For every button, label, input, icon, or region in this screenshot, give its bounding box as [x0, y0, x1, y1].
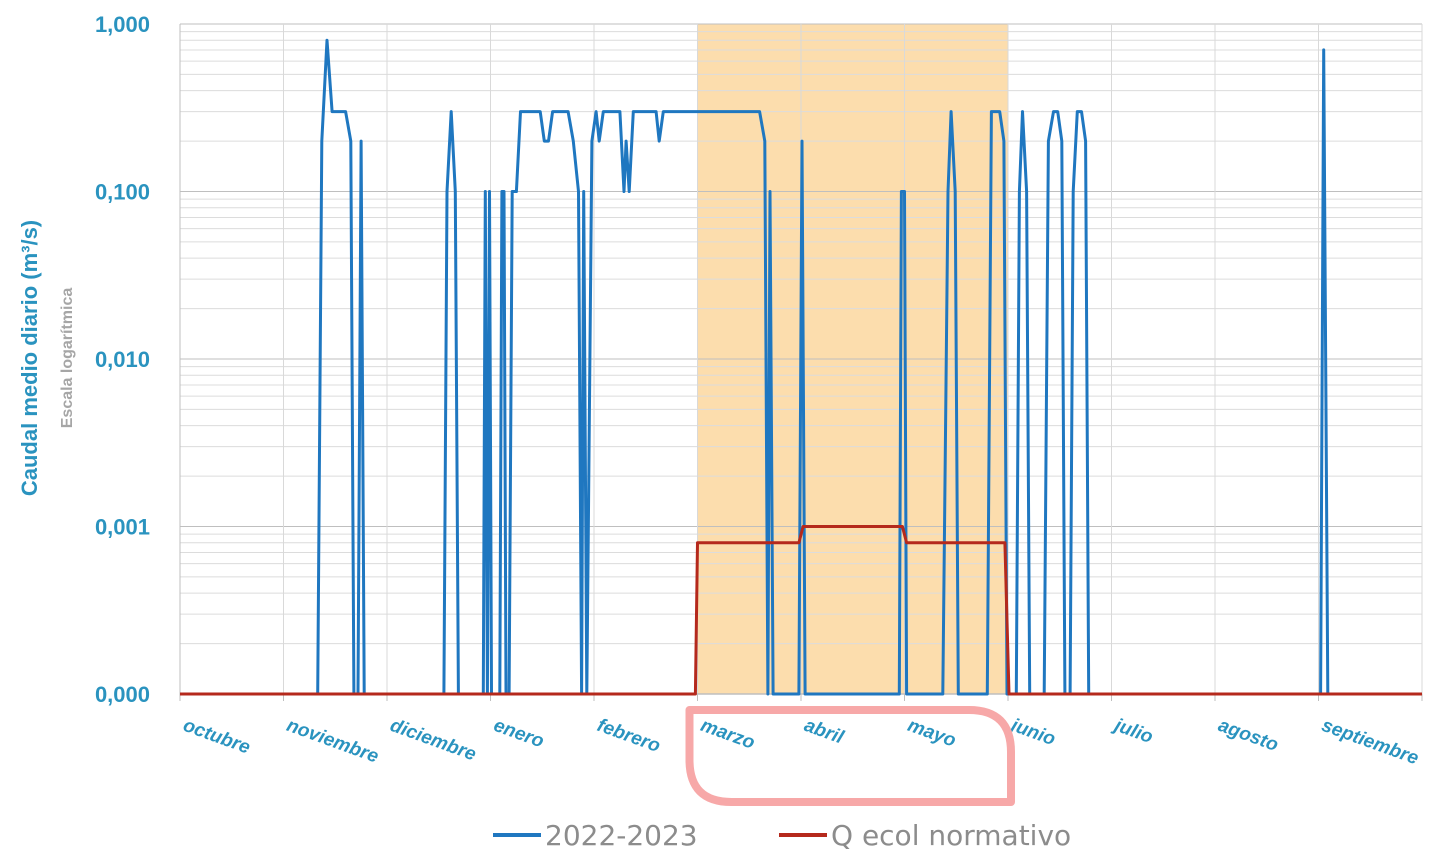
y-tick-label: 0,010 — [95, 347, 150, 372]
y-tick-label: 0,100 — [95, 180, 150, 205]
x-tick-label: noviembre — [284, 715, 382, 768]
x-tick-label: marzo — [698, 715, 758, 754]
y-axis-scale-note: Escala logarítmica — [59, 288, 76, 429]
x-tick-label: septiembre — [1319, 715, 1422, 770]
x-tick-label: agosto — [1215, 715, 1281, 756]
y-tick-label: 1,000 — [95, 12, 150, 37]
x-tick-labels: octubre noviembre diciembre enero febrero mar… — [180, 714, 1421, 770]
months-callout-outline — [685, 706, 1015, 806]
series-line-q-ecol-normativo — [180, 525, 1422, 696]
months-callout — [685, 706, 1015, 806]
x-tick-label: febrero — [594, 715, 663, 757]
y-tick-labels: 1,000 0,100 0,010 0,001 0,000 — [95, 12, 150, 707]
legend-label-q-ecol: Q ecol normativo — [831, 819, 1071, 852]
x-tick-label: julio — [1109, 714, 1156, 748]
x-tick-label: mayo — [905, 715, 959, 752]
x-tick-label: diciembre — [387, 715, 479, 766]
legend: 2022-2023 Q ecol normativo — [493, 819, 1071, 852]
x-tick-label: octubre — [180, 715, 253, 759]
x-tick-label: enero — [491, 715, 547, 752]
y-tick-label: 0,000 — [95, 682, 150, 707]
y-axis-label: Caudal medio diario (m³/s) — [17, 220, 42, 496]
x-tick-label: abril — [801, 715, 847, 749]
series-lines — [180, 38, 1422, 696]
y-tick-label: 0,001 — [95, 515, 150, 540]
legend-label-2022-2023: 2022-2023 — [545, 819, 698, 852]
